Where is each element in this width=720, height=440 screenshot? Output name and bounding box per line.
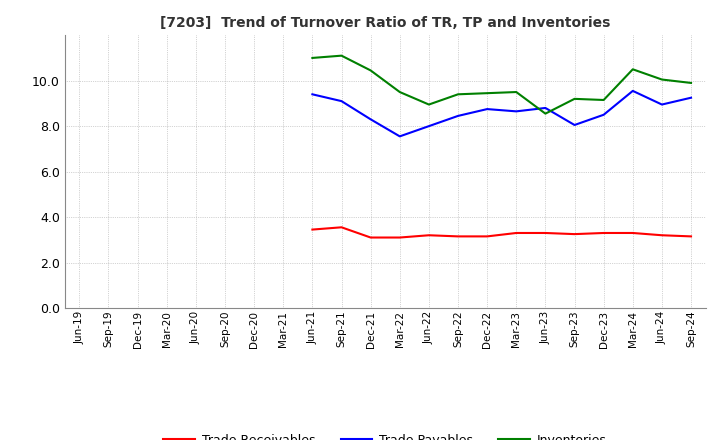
Inventories [570, 96, 579, 102]
Trade Payables [657, 102, 666, 107]
Trade Receivables [570, 231, 579, 237]
Inventories [629, 66, 637, 72]
Trade Payables [454, 113, 462, 118]
Trade Payables [687, 95, 696, 100]
Trade Receivables [454, 234, 462, 239]
Trade Receivables [687, 234, 696, 239]
Inventories [425, 102, 433, 107]
Inventories [512, 89, 521, 95]
Trade Receivables [395, 235, 404, 240]
Line: Trade Payables: Trade Payables [312, 91, 691, 136]
Inventories [483, 91, 492, 96]
Legend: Trade Receivables, Trade Payables, Inventories: Trade Receivables, Trade Payables, Inven… [158, 429, 612, 440]
Trade Payables [570, 122, 579, 128]
Trade Receivables [512, 231, 521, 236]
Trade Payables [308, 92, 317, 97]
Inventories [657, 77, 666, 82]
Inventories [337, 53, 346, 58]
Trade Receivables [541, 231, 550, 236]
Trade Payables [483, 106, 492, 112]
Trade Payables [395, 134, 404, 139]
Trade Payables [541, 105, 550, 110]
Inventories [308, 55, 317, 61]
Title: [7203]  Trend of Turnover Ratio of TR, TP and Inventories: [7203] Trend of Turnover Ratio of TR, TP… [160, 16, 611, 30]
Line: Inventories: Inventories [312, 55, 691, 114]
Trade Receivables [425, 233, 433, 238]
Trade Payables [337, 99, 346, 104]
Inventories [366, 68, 375, 73]
Inventories [454, 92, 462, 97]
Inventories [541, 111, 550, 116]
Trade Payables [599, 112, 608, 117]
Trade Payables [629, 88, 637, 94]
Trade Receivables [629, 231, 637, 236]
Trade Receivables [337, 225, 346, 230]
Trade Receivables [657, 233, 666, 238]
Trade Receivables [308, 227, 317, 232]
Trade Payables [425, 124, 433, 129]
Inventories [687, 80, 696, 85]
Trade Receivables [599, 231, 608, 236]
Trade Payables [366, 117, 375, 122]
Trade Payables [512, 109, 521, 114]
Trade Receivables [366, 235, 375, 240]
Inventories [395, 89, 404, 95]
Inventories [599, 97, 608, 103]
Trade Receivables [483, 234, 492, 239]
Line: Trade Receivables: Trade Receivables [312, 227, 691, 238]
